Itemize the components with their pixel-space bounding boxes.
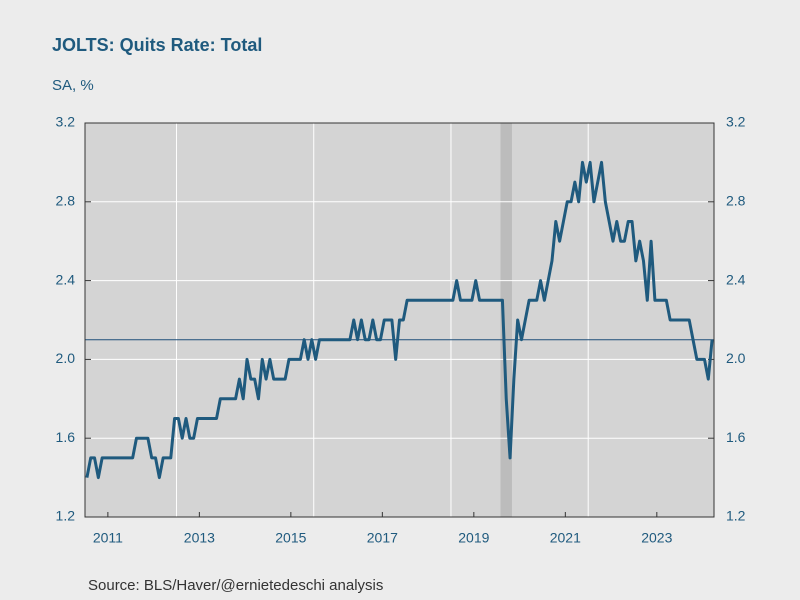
y-tick-label: 2.8 (56, 193, 76, 209)
y2-tick-label: 2.0 (726, 350, 746, 366)
y-tick-label: 1.6 (56, 429, 76, 445)
recession-shading (500, 123, 512, 517)
data-line (85, 160, 714, 480)
x-tick-label: 2013 (184, 530, 215, 546)
y2-tick-label: 3.2 (726, 114, 746, 130)
chart-subtitle: SA, % (52, 77, 94, 94)
y2-tick-label: 1.6 (726, 429, 746, 445)
x-tick-label: 2015 (275, 530, 306, 546)
y2-tick-label: 2.4 (726, 271, 746, 287)
y-tick-label: 1.2 (56, 508, 76, 524)
x-tick-label: 2017 (367, 530, 398, 546)
y-tick-label: 2.4 (56, 271, 76, 287)
chart-title: JOLTS: Quits Rate: Total (52, 35, 262, 55)
x-tick-label: 2019 (458, 530, 489, 546)
source-note: Source: BLS/Haver/@ernietedeschi analysi… (88, 577, 383, 594)
x-tick-label: 2021 (550, 530, 581, 546)
x-tick-label: 2011 (93, 530, 123, 546)
y2-tick-label: 1.2 (726, 508, 746, 524)
y2-tick-label: 2.8 (726, 193, 746, 209)
y-tick-label: 2.0 (56, 350, 76, 366)
x-tick-label: 2023 (641, 530, 672, 546)
plot-frame (84, 122, 715, 518)
y-tick-label: 3.2 (56, 114, 76, 130)
